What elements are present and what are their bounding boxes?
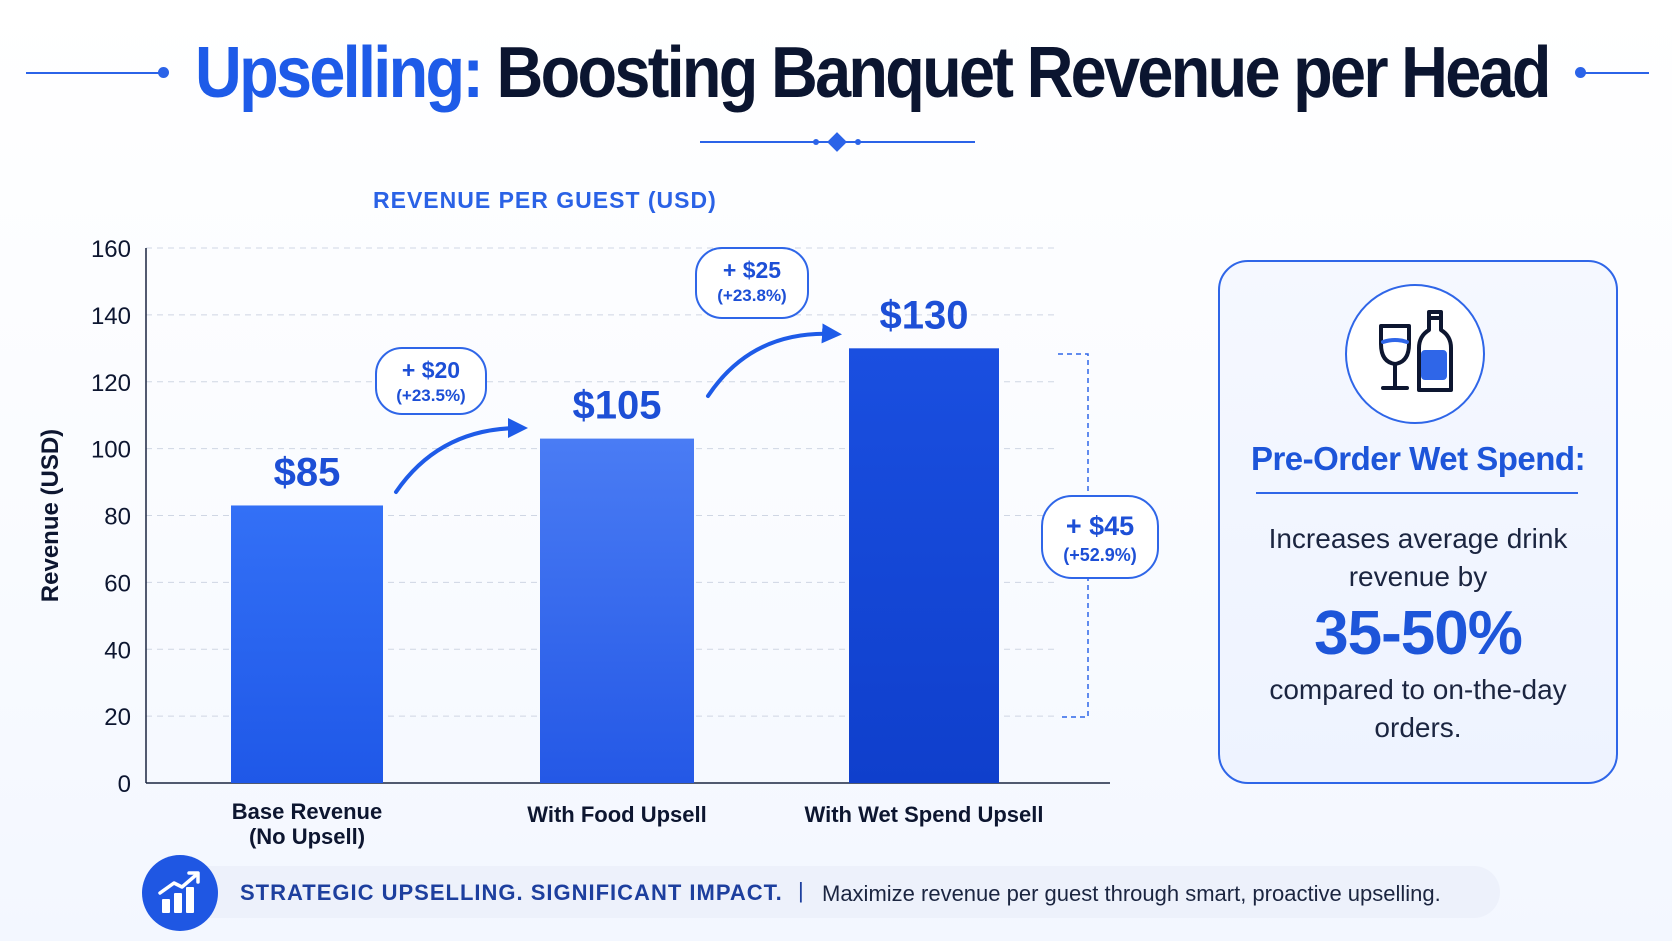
y-tick-label: 60: [104, 570, 131, 597]
footer-headline: STRATEGIC UPSELLING. SIGNIFICANT IMPACT.: [240, 880, 783, 905]
x-tick-label: With Food Upsell: [527, 802, 706, 827]
revenue-bar-chart: 0 20 40 60 80 100 120 140 160 Revenue (USD) $85 Bas…: [37, 236, 1159, 849]
step-badge: [375, 347, 487, 415]
step-arrow: [394, 418, 528, 494]
page-title: Upselling: Boosting Banquet Revenue per …: [195, 32, 1552, 114]
step-badge: [695, 247, 809, 319]
y-axis-label: Revenue (USD): [37, 429, 64, 602]
title-accent: Upselling:: [195, 33, 484, 113]
y-tick-label: 20: [104, 704, 131, 731]
y-tick-label: 120: [91, 370, 131, 397]
info-heading: Pre-Order Wet Spend:: [1250, 440, 1586, 477]
bar: [231, 505, 383, 783]
total-amount: + $45: [1066, 511, 1134, 541]
header-rule-right: [1583, 72, 1649, 74]
y-tick-label: 0: [118, 771, 131, 798]
info-text-before: Increases average drink revenue by: [1268, 523, 1568, 592]
chart-title: REVENUE PER GUEST (USD): [373, 187, 717, 213]
info-highlight: 35-50%: [1314, 599, 1523, 668]
footer-banner: [175, 866, 1500, 918]
x-tick-label: With Wet Spend Upsell: [805, 802, 1044, 827]
bar: [849, 348, 999, 783]
total-badge: [1041, 495, 1159, 579]
step-arrow: [706, 323, 842, 398]
footer-separator: |: [798, 878, 804, 903]
step-amount: + $20: [402, 357, 460, 383]
info-divider: [1256, 492, 1578, 494]
total-percent: (+52.9%): [1063, 545, 1137, 565]
title-ornament: [700, 132, 975, 152]
growth-chart-icon: [142, 855, 218, 931]
y-tick-label: 160: [91, 236, 131, 263]
header-dot-right: [1575, 67, 1586, 78]
step-percent: (+23.8%): [717, 286, 786, 305]
info-card: Pre-Order Wet Spend: Increases average d…: [1218, 260, 1618, 784]
y-tick-label: 100: [91, 437, 131, 464]
info-text-after: compared to on-the-day orders.: [1269, 674, 1567, 743]
header-rule-left: [26, 72, 162, 74]
data-label: $105: [573, 384, 662, 428]
y-tick-label: 140: [91, 303, 131, 330]
y-tick-label: 80: [104, 504, 131, 531]
x-tick-label: Base Revenue: [232, 799, 382, 824]
header-dot-left: [158, 67, 169, 78]
footer-text: Maximize revenue per guest through smart…: [822, 881, 1441, 906]
x-tick-label: (No Upsell): [249, 824, 365, 849]
step-percent: (+23.5%): [396, 386, 465, 405]
y-tick-label: 40: [104, 637, 131, 664]
bar: [540, 438, 694, 783]
wine-bottle-icon: [1345, 284, 1485, 424]
step-amount: + $25: [723, 257, 781, 283]
page-header: Upselling: Boosting Banquet Revenue per …: [0, 22, 1672, 122]
data-label: $130: [880, 293, 969, 337]
data-label: $85: [274, 450, 341, 494]
title-main: Boosting Banquet Revenue per Head: [496, 33, 1552, 113]
